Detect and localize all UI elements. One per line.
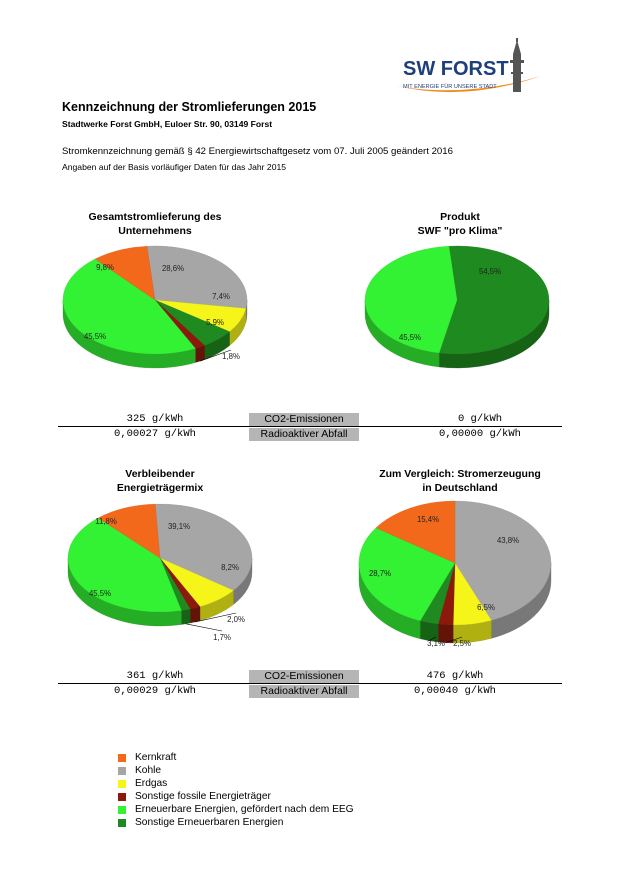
- slice-label: 28,7%: [369, 569, 391, 578]
- slice-label: 54,5%: [479, 267, 501, 276]
- pie-slice-erneuerbare-energien-gef-rdert-nach-dem-eeg: [67, 517, 182, 613]
- legend-label: Kernkraft: [135, 752, 177, 763]
- leader-line: [445, 636, 463, 643]
- pie-slice-kernkraft: [375, 500, 456, 564]
- legend-swatch: [118, 766, 126, 775]
- chart-legend: Kernkraft Kohle Erdgas Sonstige fossile …: [118, 751, 354, 829]
- slice-label: 9,8%: [96, 263, 114, 272]
- logo-brand: SW FORST: [403, 58, 509, 80]
- slice-label: 2,0%: [227, 615, 245, 624]
- slice-label: 6,5%: [477, 603, 495, 612]
- chart-title-line: Verbleibender: [125, 468, 195, 480]
- legend-swatch: [118, 753, 126, 762]
- legend-swatch: [118, 792, 126, 801]
- divider-line: [58, 426, 562, 427]
- pie-slice-erneuerbare-energien-gef-rdert-nach-dem-eeg: [364, 246, 458, 354]
- slice-label: 39,1%: [168, 522, 190, 531]
- chart-title-line: Produkt: [440, 211, 480, 223]
- pie-slice-kohle: [155, 503, 253, 591]
- slice-label: 2,5%: [453, 639, 471, 648]
- legend-swatch: [118, 818, 126, 827]
- legend-label: Erdgas: [135, 778, 168, 789]
- slice-label: 45,5%: [84, 332, 106, 341]
- leader-line: [195, 612, 237, 623]
- divider-line: [58, 683, 562, 684]
- waste-value-residual: 0,00029 g/kWh: [114, 685, 196, 697]
- legend-label: Sonstige fossile Energieträger: [135, 791, 271, 802]
- co2-label: CO2-Emissionen: [249, 670, 359, 683]
- co2-label: CO2-Emissionen: [249, 413, 359, 426]
- page-title: Kennzeichnung der Stromlieferungen 2015: [62, 100, 317, 114]
- legend-item-sonstige-erneuerbare: Sonstige Erneuerbaren Energien: [118, 816, 354, 829]
- pie-slice-kernkraft: [97, 503, 161, 559]
- leader-line: [200, 349, 232, 362]
- co2-value-product: 0 g/kWh: [457, 413, 503, 425]
- waste-value-germany: 0,00040 g/kWh: [414, 685, 496, 697]
- slice-label: 3,1%: [427, 639, 445, 648]
- slice-label: 28,6%: [162, 264, 184, 273]
- pie-slice-kernkraft: [94, 246, 156, 301]
- legend-item-eeg: Erneuerbare Energien, gefördert nach dem…: [118, 803, 354, 816]
- chart-title-line: SWF "pro Klima": [417, 225, 503, 237]
- chart-title-company: Gesamtstromlieferung des Unternehmens: [60, 210, 250, 238]
- legend-swatch: [118, 805, 126, 814]
- legend-swatch: [118, 779, 126, 788]
- leader-line: [185, 623, 223, 632]
- chart-title-line: Energieträgermix: [116, 482, 204, 494]
- waste-value-product: 0,00000 g/kWh: [439, 428, 521, 440]
- pie-slice-kohle: [146, 245, 248, 309]
- legend-label: Kohle: [135, 765, 162, 776]
- sw-forst-logo: SW FORST MIT ENERGIE FÜR UNSERE STADT: [397, 38, 541, 93]
- chart-title-product: Produkt SWF "pro Klima": [360, 210, 560, 238]
- slice-label: 7,4%: [212, 292, 230, 301]
- tower-icon: [510, 38, 524, 92]
- pie-slice-sonstige-erneuerbaren-energien: [438, 245, 550, 355]
- slice-label: 8,2%: [221, 563, 239, 572]
- chart-title-germany: Zum Vergleich: Stromerzeugung in Deutsch…: [355, 467, 565, 495]
- slice-label: 1,7%: [213, 633, 231, 642]
- data-basis-text: Angaben auf der Basis vorläufiger Daten …: [62, 162, 287, 172]
- chart-title-line: Zum Vergleich: Stromerzeugung: [379, 468, 541, 480]
- legend-item-kernkraft: Kernkraft: [118, 751, 354, 764]
- co2-value-germany: 476 g/kWh: [426, 670, 484, 682]
- slice-label: 5,9%: [206, 318, 224, 327]
- waste-label: Radioaktiver Abfall: [249, 685, 359, 698]
- slice-label: 43,8%: [497, 536, 519, 545]
- leader-line: [428, 636, 437, 641]
- pie-chart-company: 28,6% 7,4% 5,9% 1,8% 45,5% 9,8%: [62, 245, 248, 369]
- waste-value-company: 0,00027 g/kWh: [114, 428, 196, 440]
- co2-value-company: 325 g/kWh: [126, 413, 184, 425]
- pie-chart-germany: 43,8% 6,5% 2,5% 3,1% 28,7% 15,4%: [358, 500, 552, 648]
- slice-label: 45,5%: [399, 333, 421, 342]
- pie-slice-erneuerbare-energien-gef-rdert-nach-dem-eeg: [62, 258, 196, 355]
- legal-basis-text: Stromkennzeichnung gemäß § 42 Energiewir…: [62, 146, 453, 157]
- co2-value-residual: 361 g/kWh: [126, 670, 184, 682]
- chart-title-line: Unternehmens: [118, 225, 192, 237]
- slice-label: 15,4%: [417, 515, 439, 524]
- pie-slice-kohle: [454, 500, 552, 621]
- waste-label: Radioaktiver Abfall: [249, 428, 359, 441]
- pie-chart-residual-mix: 39,1% 8,2% 2,0% 1,7% 45,5% 11,8%: [67, 503, 253, 642]
- pie-chart-product: 54,5% 45,5%: [364, 245, 550, 369]
- pie-side-sonstige-erneuerbaren-energien: [181, 608, 191, 625]
- pie-slice-erneuerbare-energien-gef-rdert-nach-dem-eeg: [358, 527, 456, 621]
- legend-item-kohle: Kohle: [118, 764, 354, 777]
- slice-label: 1,8%: [222, 352, 240, 361]
- slice-label: 11,8%: [95, 517, 117, 526]
- logo-tagline: MIT ENERGIE FÜR UNSERE STADT: [403, 83, 497, 90]
- company-address: Stadtwerke Forst GmbH, Euloer Str. 90, 0…: [62, 119, 273, 129]
- slice-label: 45,5%: [89, 589, 111, 598]
- legend-label: Erneuerbare Energien, gefördert nach dem…: [135, 804, 354, 815]
- pie-side-sonstige-fossile-energietr-ger: [189, 606, 201, 624]
- legend-item-sonstige-fossile: Sonstige fossile Energieträger: [118, 790, 354, 803]
- legend-label: Sonstige Erneuerbaren Energien: [135, 817, 284, 828]
- chart-title-line: Gesamtstromlieferung des: [88, 211, 222, 223]
- legend-item-erdgas: Erdgas: [118, 777, 354, 790]
- chart-title-line: in Deutschland: [422, 482, 498, 494]
- chart-title-residual-mix: Verbleibender Energieträgermix: [60, 467, 260, 495]
